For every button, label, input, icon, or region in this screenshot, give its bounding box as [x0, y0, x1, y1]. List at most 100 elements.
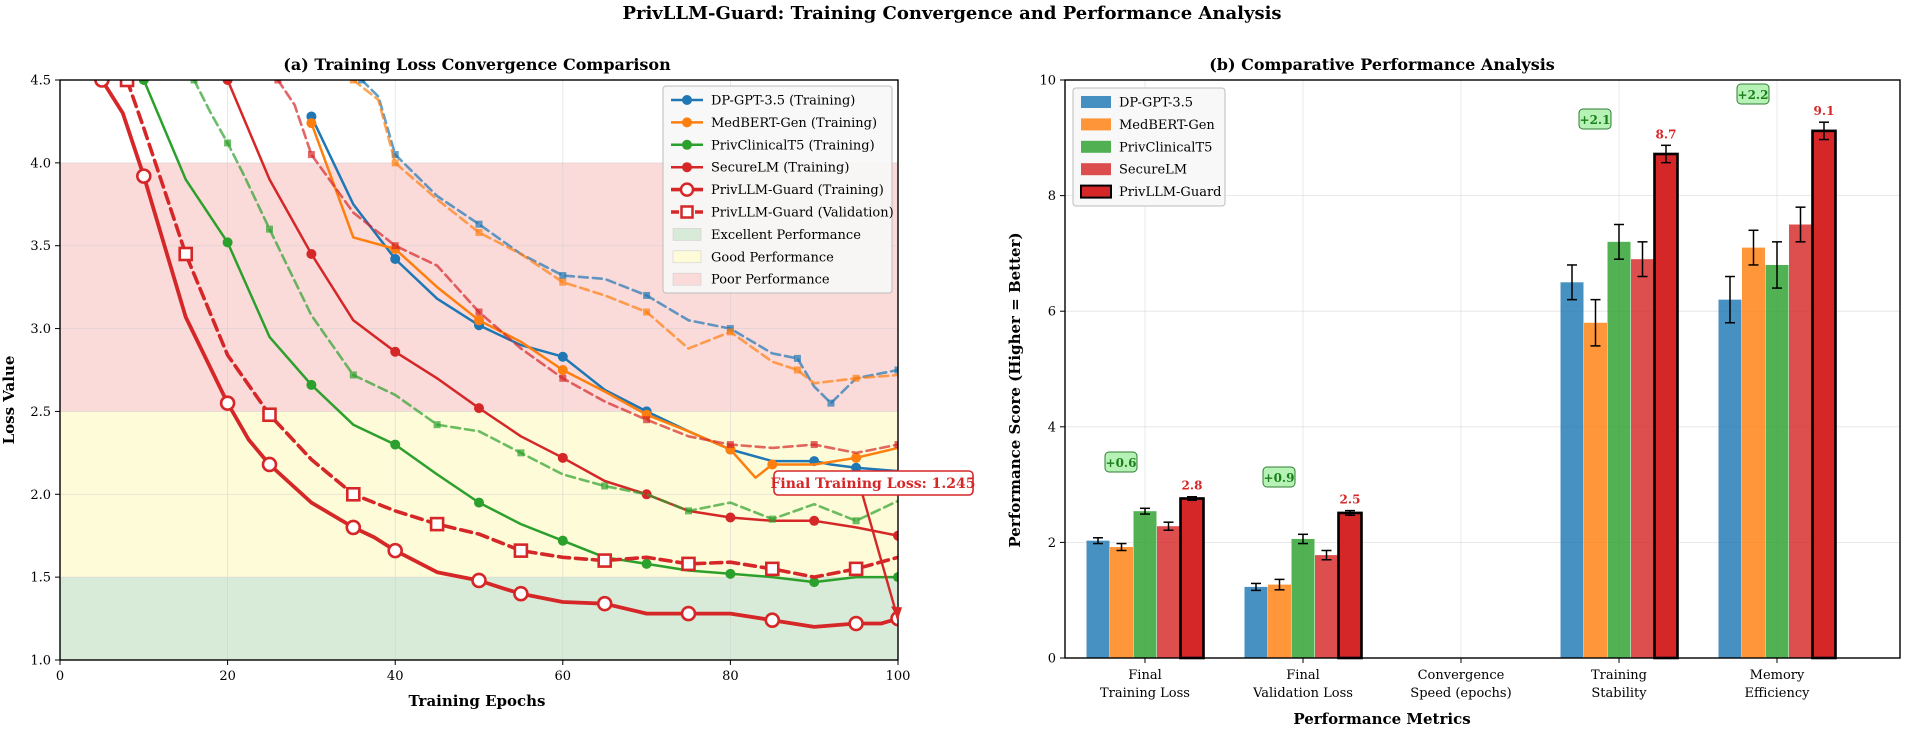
series-line-medbert-gen-validation	[351, 80, 898, 385]
x-tick-label: 100	[886, 669, 911, 684]
legend-swatch	[1081, 118, 1111, 131]
legend-label: DP-GPT-3.5	[1119, 96, 1193, 111]
improvement-badge	[1578, 108, 1612, 130]
legend-label: SecureLM	[1119, 163, 1187, 178]
improvement-badge	[1104, 451, 1138, 473]
category-label: Training	[1591, 668, 1647, 683]
performance-chart-xlabel: Performance Metrics	[1293, 710, 1470, 728]
bar-privllm-guard	[1653, 152, 1679, 660]
data-point	[306, 118, 317, 129]
bar-medbert-gen	[1268, 584, 1291, 658]
y-tick-label: 3.5	[30, 239, 51, 254]
data-point	[852, 374, 860, 382]
data-point	[391, 159, 399, 167]
bar-securelm	[1315, 555, 1338, 658]
data-point	[793, 354, 801, 362]
data-point	[517, 449, 525, 457]
y-tick-label: 2	[1048, 536, 1056, 551]
bar-privclinicalt5	[1607, 241, 1631, 658]
x-tick-label: 60	[555, 669, 572, 684]
data-point	[809, 577, 820, 588]
x-tick-label: 80	[722, 669, 739, 684]
data-point	[726, 328, 734, 336]
axes-frame	[1064, 79, 1901, 659]
performance-chart-ylabel: Performance Score (Higher = Better)	[1006, 232, 1024, 547]
series-line-medbert-gen-training	[310, 121, 898, 479]
legend-label: PrivClinicalT5 (Training)	[711, 138, 875, 153]
data-point	[601, 482, 609, 490]
legend-label: PrivClinicalT5	[1119, 140, 1212, 155]
data-point	[793, 366, 801, 374]
performance-chart-title: (b) Comparative Performance Analysis	[1209, 55, 1555, 74]
legend-label: PrivLLM-Guard (Validation)	[711, 206, 894, 221]
y-tick-label: 8	[1048, 189, 1056, 204]
data-point	[597, 553, 613, 568]
y-tick-label: 4.0	[30, 156, 51, 171]
data-point	[809, 515, 820, 526]
data-point	[685, 507, 692, 515]
loss-chart: (a) Training Loss Convergence Comparison…	[0, 55, 976, 710]
legend-label: DP-GPT-3.5 (Training)	[711, 94, 855, 109]
value-label: 2.5	[1340, 493, 1361, 507]
data-point	[266, 225, 273, 233]
legend-label: SecureLM (Training)	[711, 161, 849, 176]
data-point	[222, 237, 233, 248]
data-point	[559, 272, 567, 280]
data-point	[764, 561, 780, 577]
data-point	[475, 308, 483, 316]
data-point	[390, 439, 401, 450]
loss-chart-xlabel: Training Epochs	[408, 692, 545, 710]
data-point	[138, 80, 149, 85]
y-tick-label: 1.0	[30, 654, 51, 669]
legend-label: MedBERT-Gen (Training)	[711, 116, 877, 131]
data-point	[274, 80, 282, 84]
y-tick-label: 4.5	[30, 74, 51, 89]
data-point	[345, 519, 362, 536]
data-point	[307, 151, 315, 159]
data-point	[894, 441, 898, 449]
data-point	[767, 459, 778, 470]
bar-privclinicalt5	[1133, 511, 1157, 658]
improvement-badge	[1736, 83, 1770, 105]
data-point	[261, 456, 278, 473]
legend-swatch	[672, 272, 702, 286]
y-tick-label: 0	[1048, 652, 1056, 667]
series-group	[94, 80, 898, 632]
y-tick-label: 6	[1048, 305, 1056, 320]
data-point	[894, 366, 898, 374]
legend-swatch	[1081, 163, 1111, 176]
data-point	[725, 568, 736, 579]
y-tick-label: 2.0	[30, 488, 51, 503]
data-point	[433, 421, 441, 429]
y-tick-label: 3.0	[30, 322, 51, 337]
data-point	[474, 497, 484, 508]
bar-privllm-guard	[1337, 511, 1363, 660]
data-point	[349, 371, 357, 379]
data-point	[387, 542, 404, 559]
data-point	[559, 374, 567, 382]
improvement-label: +2.2	[1738, 88, 1769, 102]
data-point	[596, 595, 613, 612]
legend-box	[662, 85, 893, 294]
data-point	[475, 228, 483, 236]
data-point	[471, 572, 487, 589]
data-point	[390, 253, 401, 264]
data-point	[810, 441, 818, 449]
category-label: Final	[1128, 668, 1161, 683]
x-tick-label: 0	[56, 669, 64, 684]
data-point	[474, 403, 484, 414]
legend-swatch	[1081, 140, 1111, 153]
category-label: Efficiency	[1744, 686, 1810, 701]
legend-swatch	[1080, 184, 1112, 199]
data-point	[848, 615, 864, 632]
data-point	[306, 249, 317, 259]
data-point	[764, 612, 781, 629]
annotation-box	[773, 470, 974, 496]
data-point	[345, 486, 361, 502]
annotation-label: Final Training Loss: 1.245	[770, 476, 975, 492]
bar-dp-gpt-3-5	[1244, 586, 1268, 658]
bar-dp-gpt-3-5	[1086, 540, 1110, 658]
data-point	[557, 351, 568, 362]
legend-label: MedBERT-Gen	[1119, 118, 1215, 133]
